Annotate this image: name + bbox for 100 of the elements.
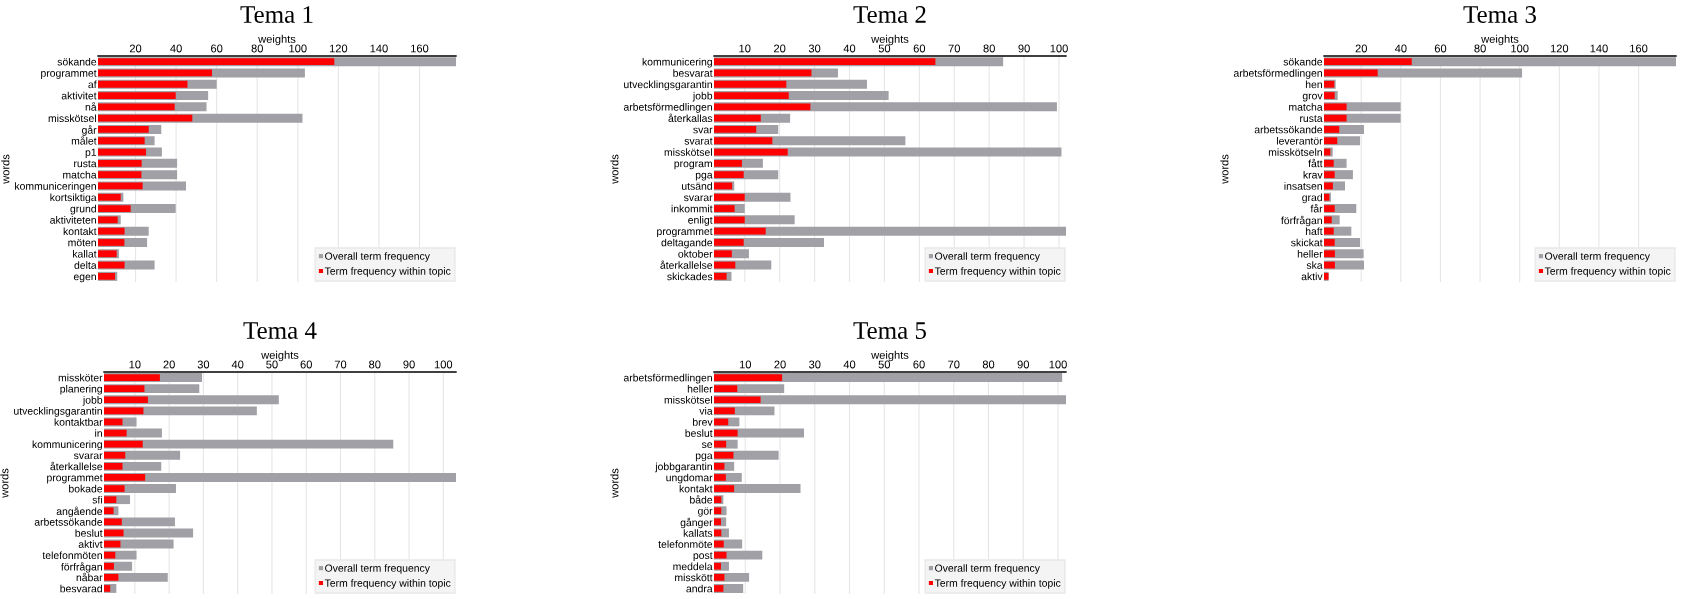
y-tick-label: återkallelse [50, 461, 103, 471]
y-tick-label: sökande [57, 57, 97, 66]
legend-label: Term frequency within topic [1544, 267, 1671, 277]
y-tick-label: går [82, 125, 97, 136]
x-tick-label: 20 [129, 44, 142, 53]
y-tick-label: matcha [1289, 103, 1323, 111]
y-tick-label: aktivitet [61, 91, 97, 100]
y-tick-label: heller [1297, 249, 1323, 258]
x-tick-label: 10 [739, 44, 751, 53]
x-tick-label: 20 [774, 360, 786, 369]
y-tick-label: inkommit [671, 204, 713, 213]
y-tick-label: kontaktbar [54, 418, 103, 426]
chart-title: Tema 3 [1463, 6, 1536, 23]
x-tick-label: 60 [913, 44, 926, 53]
y-tick-label: planering [60, 384, 102, 395]
x-tick-label: 50 [878, 360, 891, 369]
y-tick-label: andra [686, 584, 713, 593]
x-tick-label: 120 [329, 44, 348, 53]
y-tick-label: kommuniceringen [15, 182, 96, 192]
y-tick-label: telefonmöten [42, 551, 102, 560]
y-tick-label: får [1310, 203, 1323, 213]
y-tick-label: misskötsel [664, 148, 712, 156]
x-tick-label: 20 [163, 360, 175, 369]
x-tick-label: 50 [266, 360, 278, 369]
y-tick-label: både [690, 495, 713, 504]
y-tick-label: oktober [678, 249, 713, 258]
y-tick-label: fått [1308, 158, 1323, 168]
y-tick-label: besvarat [673, 69, 713, 77]
bar [1324, 205, 1335, 212]
y-tick-label: skickades [667, 272, 713, 281]
y-tick-label: deltagande [661, 238, 713, 249]
y-tick-label: angående [56, 506, 103, 518]
x-axis-title: weights [1481, 34, 1519, 46]
y-tick-label: misskötseln [1268, 148, 1322, 156]
y-tick-label: program [674, 161, 712, 170]
legend-label: Term frequency within topic [934, 267, 1061, 277]
chart-title: Tema 2 [853, 6, 926, 23]
x-tick-label: 10 [739, 360, 752, 369]
x-tick-label: 30 [808, 44, 821, 53]
y-tick-label: kontakt [63, 227, 97, 236]
bar [1324, 171, 1335, 179]
x-tick-label: 70 [948, 360, 960, 369]
x-tick-label: 20 [774, 44, 786, 53]
y-tick-label: jobbgarantin [655, 462, 712, 473]
y-tick-label: enligt [688, 216, 713, 226]
y-tick-label: jobb [82, 395, 103, 406]
y-tick-label: svar [693, 127, 713, 134]
x-axis-title: weights [258, 34, 296, 46]
x-tick-label: 40 [1394, 44, 1407, 53]
y-tick-label: in [95, 429, 102, 437]
x-tick-label: 60 [300, 360, 312, 369]
x-tick-label: 100 [289, 44, 307, 53]
x-tick-label: 90 [1018, 44, 1030, 53]
y-tick-label: af [88, 80, 97, 89]
y-tick-label: bokade [69, 484, 103, 493]
y-tick-label: svarar [73, 453, 103, 460]
y-tick-label: jobb [692, 91, 713, 102]
y-tick-label: målet [71, 136, 97, 145]
x-tick-label: 80 [982, 360, 995, 369]
y-tick-label: leverantör [1277, 136, 1323, 145]
y-tick-label: pga [695, 453, 713, 462]
y-tick-label: delta [74, 261, 97, 269]
bar [1324, 227, 1334, 235]
y-tick-label: rusta [74, 160, 97, 168]
y-tick-label: skickat [1291, 238, 1323, 247]
y-tick-label: p1 [85, 148, 97, 158]
x-tick-label: 140 [1590, 44, 1608, 53]
bar [1324, 103, 1347, 111]
bar [1324, 239, 1335, 246]
x-axis-title: weights [261, 350, 299, 362]
x-tick-label: 40 [231, 360, 244, 369]
x-tick-label: 60 [913, 360, 925, 369]
legend-label: Overall term frequency [935, 252, 1040, 262]
x-tick-label: 80 [251, 44, 263, 53]
y-tick-label: sfi [92, 495, 102, 504]
x-tick-label: 100 [1511, 44, 1529, 53]
bar [1324, 159, 1334, 167]
x-tick-label: 160 [1630, 44, 1648, 53]
x-tick-label: 100 [1050, 44, 1068, 53]
y-tick-label: kommunicering [32, 440, 102, 451]
y-tick-label: misskött [675, 573, 713, 582]
y-tick-label: besvarad [60, 584, 102, 593]
bar [1324, 250, 1335, 258]
y-tick-label: pga [695, 172, 713, 181]
y-tick-label: svarar [683, 195, 713, 202]
bar [1324, 114, 1347, 122]
x-tick-label: 50 [878, 44, 891, 53]
x-tick-label: 60 [1434, 44, 1447, 53]
x-tick-label: 80 [369, 360, 381, 369]
y-tick-label: egen [73, 274, 96, 283]
y-tick-label: haft [1305, 227, 1323, 236]
y-tick-label: krav [1303, 170, 1323, 179]
bar [1324, 182, 1333, 190]
y-tick-label: brev [693, 418, 713, 426]
legend-label: Overall term frequency [325, 564, 430, 574]
y-tick-label: misskötsel [664, 395, 712, 404]
legend-label: Overall term frequency [935, 564, 1040, 574]
y-tick-label: förfrågan [61, 562, 102, 573]
y-tick-label: rusta [1300, 115, 1323, 123]
y-tick-label: matcha [63, 170, 97, 179]
